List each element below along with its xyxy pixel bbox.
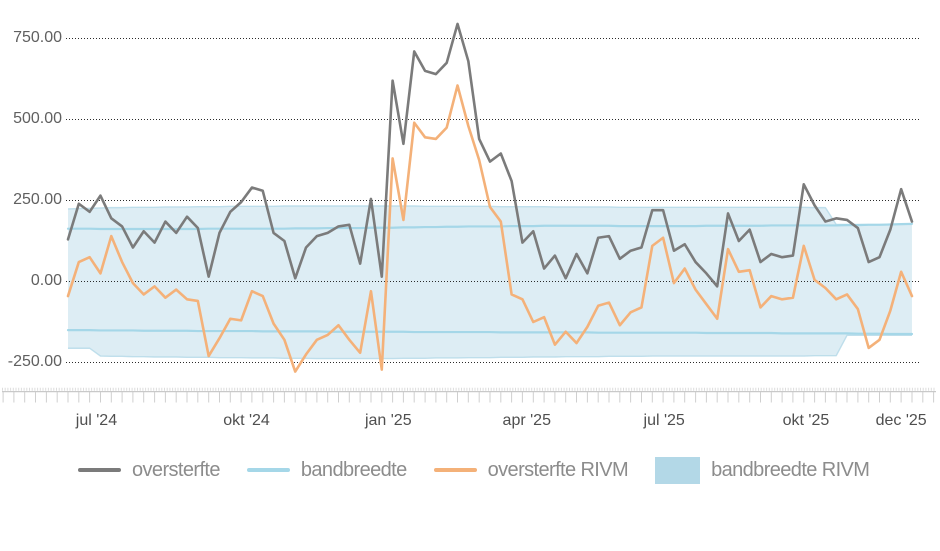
- x-tick-label: dec '25: [875, 412, 927, 429]
- series-oversterfte: [66, 22, 914, 288]
- legend-area-swatch: [655, 456, 701, 484]
- legend-label: oversterfte: [132, 458, 220, 481]
- legend-label: bandbreedte RIVM: [711, 458, 870, 481]
- legend-item-bandbreedte-rivm[interactable]: bandbreedte RIVM: [655, 456, 870, 484]
- legend-line-swatch: [78, 468, 121, 472]
- x-tick-label: apr '25: [502, 412, 551, 429]
- x-tick-label: jul '24: [75, 412, 118, 429]
- x-tick-label: jan '25: [364, 412, 412, 429]
- legend-line-swatch: [433, 468, 477, 472]
- x-tick-label: jul '25: [643, 412, 685, 429]
- legend-label: oversterfte RIVM: [487, 458, 629, 481]
- legend-item-oversterfte-rivm[interactable]: oversterfte RIVM: [433, 458, 629, 482]
- y-tick-label: 750.00: [13, 29, 62, 46]
- y-tick-label: -250.00: [7, 353, 62, 370]
- y-tick-label: 500.00: [13, 110, 62, 127]
- y-tick-label: 250.00: [13, 191, 62, 208]
- series-oversterfte-rivm: [66, 84, 914, 373]
- x-tick-label: okt '24: [223, 412, 270, 429]
- series-bandbreedte: [66, 222, 914, 336]
- legend-label: bandbreedte: [300, 458, 407, 481]
- week-tick-ruler: [2, 387, 936, 403]
- y-tick-label: 0.00: [30, 272, 62, 289]
- legend-line-swatch: [246, 468, 290, 472]
- legend-item-bandbreedte[interactable]: bandbreedte: [246, 458, 407, 482]
- legend: oversterfte bandbreedte oversterfte RIVM ba…: [78, 452, 896, 488]
- x-tick-label: okt '25: [782, 412, 830, 429]
- legend-item-oversterfte[interactable]: oversterfte: [78, 459, 220, 482]
